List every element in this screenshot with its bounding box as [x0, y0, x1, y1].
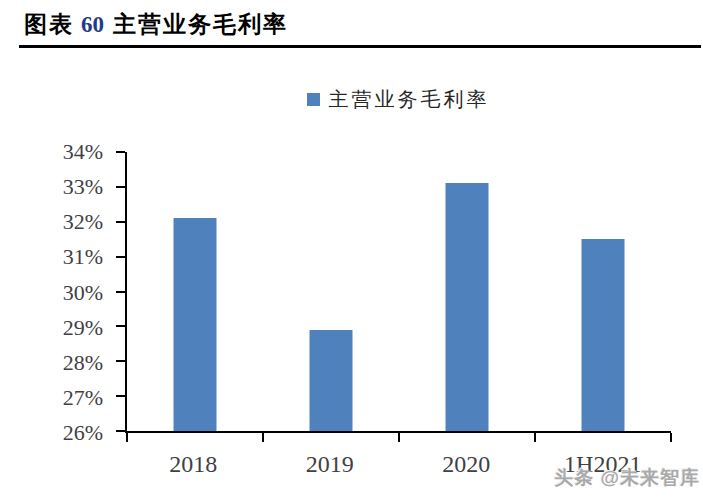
- y-axis-tick: [116, 221, 125, 223]
- y-axis-tick-label: 30%: [30, 280, 103, 306]
- x-axis-tick: [398, 433, 400, 442]
- y-axis-tick-label: 34%: [30, 139, 103, 165]
- bar-2020: [446, 183, 489, 431]
- y-axis-tick-label: 28%: [30, 350, 103, 376]
- x-axis-tick: [670, 433, 672, 442]
- y-axis-tick: [116, 360, 125, 362]
- y-axis-tick: [116, 291, 125, 293]
- x-axis-tick: [534, 433, 536, 442]
- legend-label: 主营业务毛利率: [329, 86, 490, 113]
- x-axis-category-label: 2018: [169, 451, 217, 478]
- x-axis-tick: [262, 433, 264, 442]
- bar-2018: [174, 218, 217, 431]
- y-axis-tick: [116, 256, 125, 258]
- y-axis-tick: [116, 186, 125, 188]
- y-axis-tick-label: 33%: [30, 174, 103, 200]
- title-divider-rule: [19, 45, 701, 48]
- figure-title: 图表 60 主营业务毛利率: [24, 9, 288, 40]
- report-figure-page: 图表 60 主营业务毛利率 主营业务毛利率 26% 27% 28% 29% 30% 31% 32…: [0, 0, 703, 504]
- watermark: 头条 @未来智库: [554, 465, 700, 491]
- y-axis-tick: [116, 395, 125, 397]
- y-axis-tick: [116, 151, 125, 153]
- y-axis-tick: [116, 430, 125, 432]
- y-axis-labels: 26%27%28%29%30%31%32%33%34%: [30, 152, 103, 433]
- figure-title-text: 主营业务毛利率: [113, 12, 288, 37]
- x-axis-category-label: 2019: [306, 451, 354, 478]
- figure-number: 60: [81, 12, 104, 37]
- bar-2019: [310, 330, 353, 431]
- y-axis-tick-label: 31%: [30, 244, 103, 270]
- y-axis-tick-label: 32%: [30, 209, 103, 235]
- x-axis-category-label: 2020: [442, 451, 490, 478]
- x-axis-tick: [126, 433, 128, 442]
- plot-area: [125, 152, 671, 433]
- figure-label: 图表: [24, 12, 74, 37]
- y-axis-tick-label: 29%: [30, 315, 103, 341]
- bar-1H2021: [582, 239, 625, 431]
- chart-legend: 主营业务毛利率: [125, 86, 671, 112]
- y-axis-tick-label: 27%: [30, 385, 103, 411]
- legend-swatch-icon: [307, 93, 320, 106]
- y-axis-tick: [116, 325, 125, 327]
- y-axis-tick-label: 26%: [30, 420, 103, 446]
